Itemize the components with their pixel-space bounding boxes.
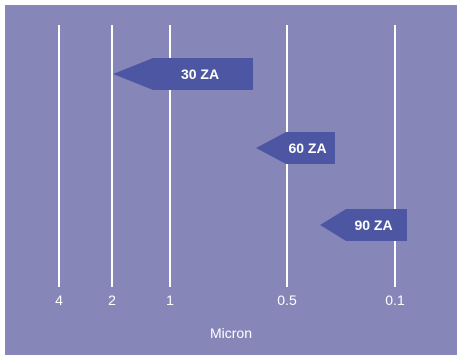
range-arrow-60za: 60 ZA	[256, 132, 335, 164]
range-label: 60 ZA	[288, 140, 327, 156]
particle-size-diagram: 30 ZA 60 ZA 90 ZA 4 2 1 0.5 0.1 Micron	[5, 5, 457, 355]
tick-label: 1	[166, 292, 174, 308]
range-arrow-30za: 30 ZA	[113, 58, 253, 90]
arrow-shape	[320, 209, 407, 241]
tick-label: 0.1	[385, 292, 405, 308]
range-label: 90 ZA	[354, 217, 393, 233]
tick-label: 2	[108, 292, 116, 308]
arrow-shape	[256, 132, 335, 164]
range-arrow-90za: 90 ZA	[320, 209, 407, 241]
gridline-4	[58, 25, 60, 287]
gridline-2	[111, 25, 113, 287]
arrow-shape	[113, 58, 253, 90]
range-label: 30 ZA	[180, 66, 220, 82]
axis-title: Micron	[209, 325, 252, 341]
tick-label: 4	[55, 292, 63, 308]
tick-label: 0.5	[277, 292, 297, 308]
gridline-0-1	[394, 25, 396, 287]
gridline-1	[169, 25, 171, 287]
